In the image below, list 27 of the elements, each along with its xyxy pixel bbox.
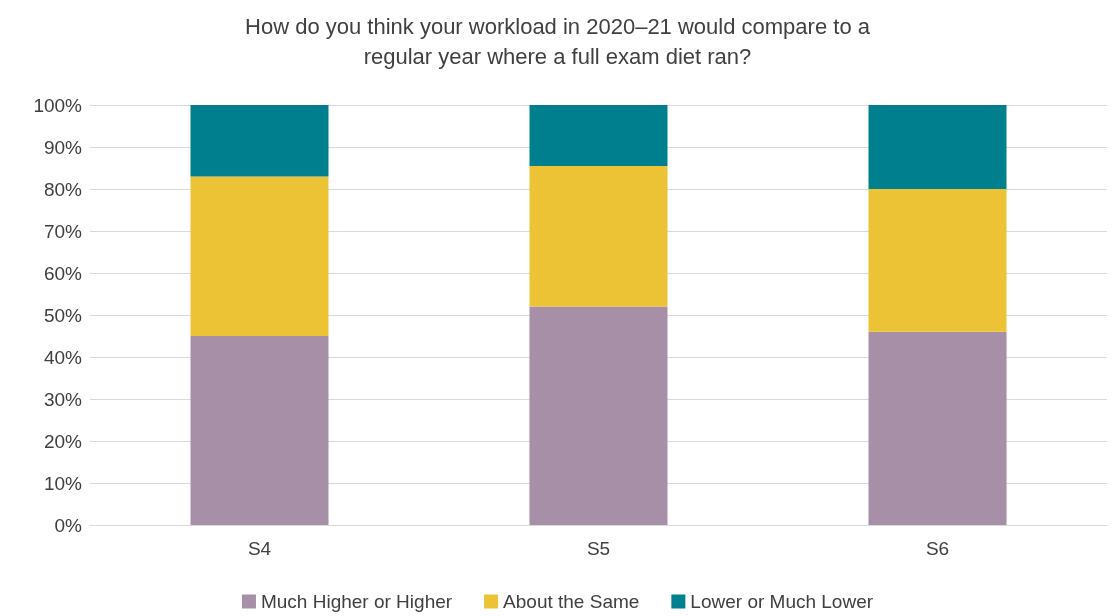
legend-label: About the Same: [503, 591, 640, 612]
y-tick-label: 30%: [43, 388, 83, 410]
bar: [529, 165, 668, 307]
y-tick-label: 40%: [43, 346, 83, 368]
bar: [868, 331, 1007, 525]
x-tick-label: S4: [247, 538, 272, 559]
y-tick-label: 90%: [43, 136, 83, 158]
bar: [190, 176, 329, 336]
bar: [529, 306, 668, 525]
y-tick-label: 100%: [33, 94, 83, 116]
x-tick-label: S5: [586, 538, 611, 559]
y-tick-label: 70%: [43, 220, 83, 242]
x-tick-label: S6: [925, 538, 950, 559]
y-tick-label: 60%: [43, 262, 83, 284]
y-tick-label: 20%: [43, 430, 83, 452]
legend-label: Much Higher or Higher: [260, 591, 453, 612]
y-tick-label: 80%: [43, 178, 83, 200]
y-tick-label: 0%: [54, 514, 83, 536]
bar: [868, 189, 1007, 332]
bar: [868, 105, 1007, 189]
bar: [190, 336, 329, 525]
bar: [529, 105, 668, 166]
bar: [190, 105, 329, 177]
chart-title: How do you think your workload in 2020–21 would compare to a regular year where a full exam diet ran?: [245, 13, 871, 69]
y-tick-label: 10%: [43, 472, 83, 494]
legend-label: Lower or Much Lower: [690, 591, 874, 612]
y-tick-label: 50%: [43, 304, 83, 326]
